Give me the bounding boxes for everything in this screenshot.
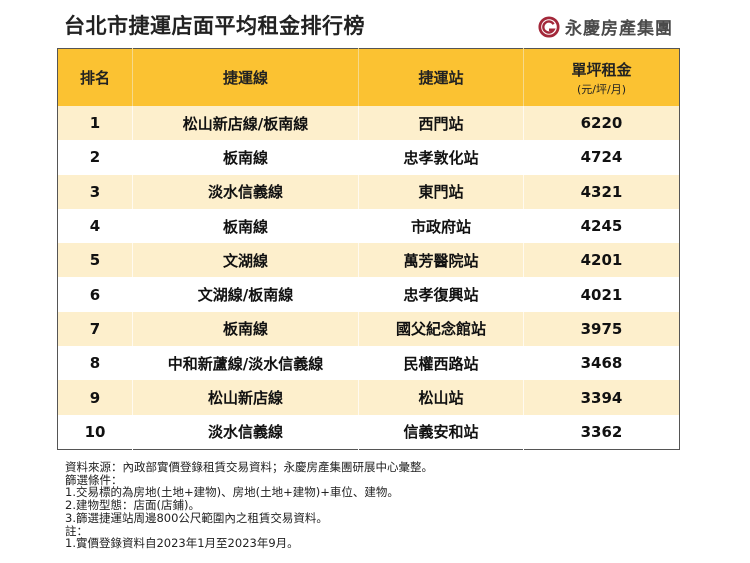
header-line: 捷運線	[132, 48, 359, 106]
station-cell: 民權西路站	[358, 346, 524, 381]
line-cell: 板南線	[132, 208, 359, 244]
rent-cell: 4021	[523, 277, 680, 312]
station-cell: 西門站	[358, 106, 524, 141]
station-cell: 忠孝敦化站	[358, 140, 524, 175]
rent-cell: 4245	[523, 208, 680, 244]
rank-cell: 7	[57, 311, 133, 347]
footnotes: 資料來源：內政部實價登錄租賃交易資料；永慶房產集團研展中心彙整。 篩選條件： 1.交…	[65, 461, 433, 550]
footnote-line: 註：	[65, 523, 88, 538]
page-title: 台北市捷運店面平均租金排行榜	[64, 14, 365, 38]
table-row: 3 淡水信義線 東門站 4321	[57, 174, 680, 209]
line-cell: 文湖線	[132, 243, 359, 278]
rent-cell: 4724	[523, 140, 680, 175]
station-cell: 東門站	[358, 174, 524, 209]
footnote-line: 3.篩選捷運站周邊800公尺範圍內之租賃交易資料。	[65, 510, 328, 525]
station-cell: 松山站	[358, 380, 524, 415]
rank-cell: 4	[57, 208, 133, 244]
rent-cell: 3975	[523, 311, 680, 347]
line-cell: 淡水信義線	[132, 414, 359, 450]
rent-ranking-table: 排名 捷運線 捷運站 單坪租金 (元/坪/月) 1 松山新店線/板南線 西門站 6220…	[57, 48, 680, 450]
table-row: 5 文湖線 萬芳醫院站 4201	[57, 243, 680, 278]
table-row: 4 板南線 市政府站 4245	[57, 208, 680, 244]
rank-cell: 2	[57, 140, 133, 175]
footnote-line: 篩選條件：	[65, 472, 123, 487]
yungching-logo-icon	[538, 15, 560, 38]
table-row: 10 淡水信義線 信義安和站 3362	[57, 414, 680, 450]
rent-cell: 6220	[523, 106, 680, 141]
line-cell: 板南線	[132, 140, 359, 175]
table-row: 6 文湖線/板南線 忠孝復興站 4021	[57, 277, 680, 312]
line-cell: 松山新店線	[132, 380, 359, 415]
header-rank: 排名	[57, 48, 133, 106]
line-cell: 中和新蘆線/淡水信義線	[132, 346, 359, 381]
rank-cell: 8	[57, 346, 133, 381]
station-cell: 萬芳醫院站	[358, 243, 524, 278]
station-cell: 信義安和站	[358, 414, 524, 450]
table-header-row: 排名 捷運線 捷運站 單坪租金 (元/坪/月)	[57, 48, 680, 106]
table-row: 8 中和新蘆線/淡水信義線 民權西路站 3468	[57, 346, 680, 381]
rank-cell: 3	[57, 174, 133, 209]
station-cell: 市政府站	[358, 208, 524, 244]
header-rent: 單坪租金 (元/坪/月)	[523, 48, 680, 106]
station-cell: 國父紀念館站	[358, 311, 524, 347]
header-station: 捷運站	[358, 48, 524, 106]
line-cell: 文湖線/板南線	[132, 277, 359, 312]
line-cell: 淡水信義線	[132, 174, 359, 209]
rank-cell: 10	[57, 414, 133, 450]
footnote-line: 資料來源：內政部實價登錄租賃交易資料；永慶房產集團研展中心彙整。	[65, 460, 433, 474]
station-cell: 忠孝復興站	[358, 277, 524, 312]
footnote-line: 1.實價登錄資料自2023年1月至2023年9月。	[65, 536, 299, 551]
rent-cell: 4321	[523, 174, 680, 209]
table-row: 2 板南線 忠孝敦化站 4724	[57, 140, 680, 175]
rank-cell: 1	[57, 106, 133, 141]
table-row: 9 松山新店線 松山站 3394	[57, 380, 680, 415]
brand-name: 永慶房產集團	[565, 19, 673, 39]
rank-cell: 9	[57, 380, 133, 415]
footnote-line: 1.交易標的為房地(土地+建物)、房地(土地+建物)+車位、建物。	[65, 485, 399, 500]
line-cell: 松山新店線/板南線	[132, 106, 359, 141]
table-row: 7 板南線 國父紀念館站 3975	[57, 311, 680, 347]
rent-cell: 3394	[523, 380, 680, 415]
rank-cell: 5	[57, 243, 133, 278]
footnote-line: 2.建物型態：店面(店鋪)。	[65, 498, 200, 513]
line-cell: 板南線	[132, 311, 359, 347]
rent-cell: 3468	[523, 346, 680, 381]
rank-cell: 6	[57, 277, 133, 312]
table-row: 1 松山新店線/板南線 西門站 6220	[57, 106, 680, 141]
rent-cell: 3362	[523, 414, 680, 450]
brand: 永慶房產集團	[538, 14, 673, 39]
rent-cell: 4201	[523, 243, 680, 278]
